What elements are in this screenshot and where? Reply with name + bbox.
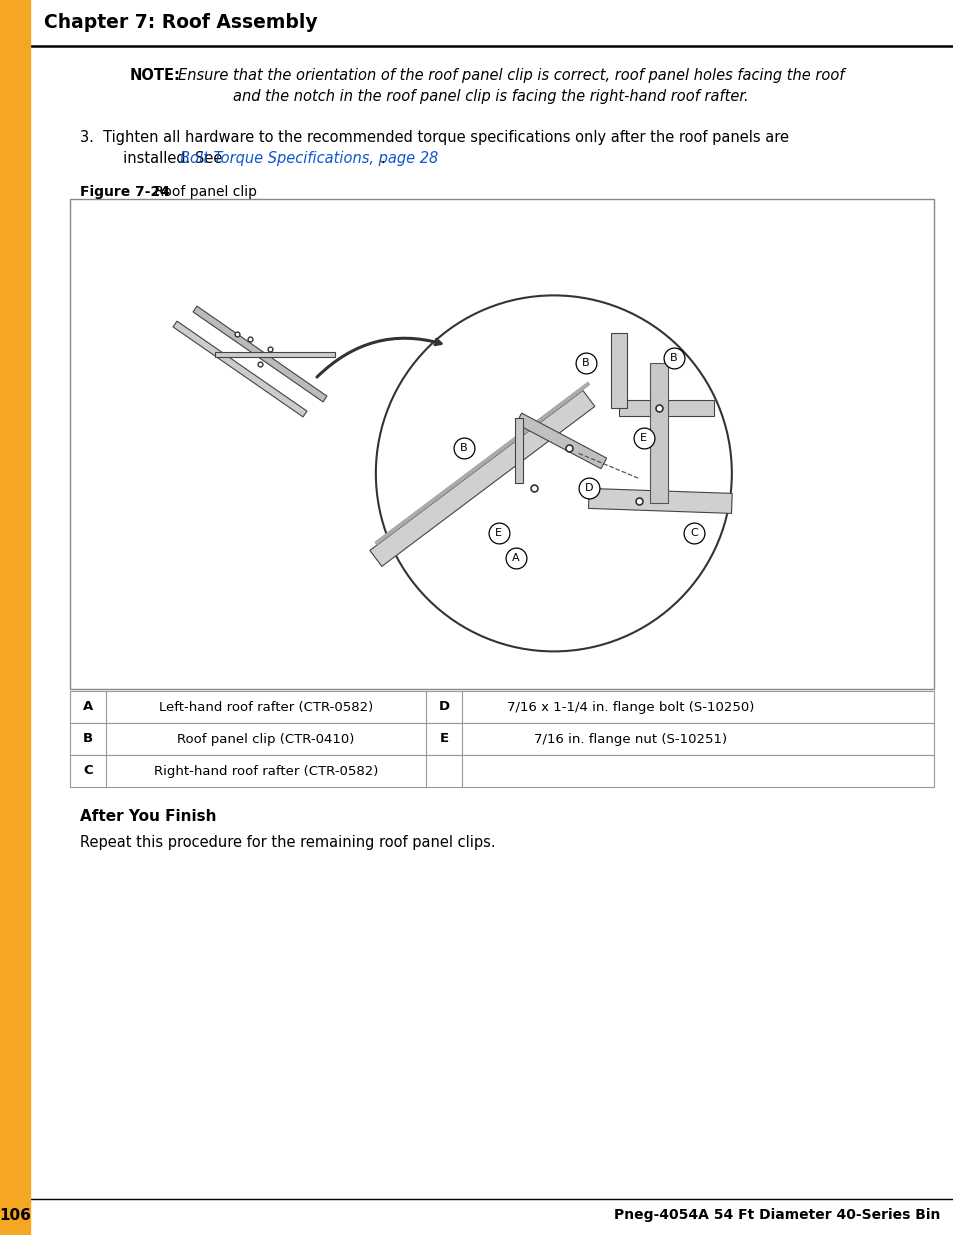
Text: NOTE:: NOTE: bbox=[130, 68, 181, 83]
Text: C: C bbox=[689, 529, 697, 538]
Text: Roof panel clip: Roof panel clip bbox=[150, 185, 256, 199]
Text: installed. See: installed. See bbox=[100, 151, 227, 165]
Text: 7/16 in. flange nut (S-10251): 7/16 in. flange nut (S-10251) bbox=[534, 732, 727, 746]
Bar bbox=[70, 755, 933, 787]
Text: Ensure that the orientation of the roof panel clip is correct, roof panel holes : Ensure that the orientation of the roof … bbox=[178, 68, 843, 83]
Polygon shape bbox=[610, 333, 626, 409]
Text: .: . bbox=[379, 151, 384, 165]
Text: 106: 106 bbox=[0, 1208, 30, 1223]
Text: Figure 7-24: Figure 7-24 bbox=[80, 185, 170, 199]
Text: Bolt Torque Specifications, page 28: Bolt Torque Specifications, page 28 bbox=[180, 151, 437, 165]
Text: A: A bbox=[512, 553, 519, 563]
Text: B: B bbox=[669, 353, 677, 363]
Bar bbox=[30, 0, 953, 46]
Text: Repeat this procedure for the remaining roof panel clips.: Repeat this procedure for the remaining … bbox=[80, 835, 496, 850]
Text: D: D bbox=[584, 483, 593, 494]
Polygon shape bbox=[375, 382, 589, 545]
Text: E: E bbox=[495, 529, 502, 538]
Polygon shape bbox=[588, 488, 731, 514]
Text: C: C bbox=[83, 764, 92, 778]
Polygon shape bbox=[649, 363, 667, 504]
Bar bbox=[70, 722, 933, 755]
Polygon shape bbox=[193, 306, 327, 401]
Text: 7/16 x 1-1/4 in. flange bolt (S-10250): 7/16 x 1-1/4 in. flange bolt (S-10250) bbox=[507, 700, 754, 714]
Text: E: E bbox=[439, 732, 448, 746]
Text: 3.  Tighten all hardware to the recommended torque specifications only after the: 3. Tighten all hardware to the recommend… bbox=[80, 130, 788, 144]
Text: Roof panel clip (CTR-0410): Roof panel clip (CTR-0410) bbox=[177, 732, 355, 746]
Text: B: B bbox=[581, 358, 589, 368]
Text: Right-hand roof rafter (CTR-0582): Right-hand roof rafter (CTR-0582) bbox=[153, 764, 377, 778]
Text: Left-hand roof rafter (CTR-0582): Left-hand roof rafter (CTR-0582) bbox=[159, 700, 373, 714]
Bar bbox=[70, 199, 933, 689]
Text: and the notch in the roof panel clip is facing the right-hand roof rafter.: and the notch in the roof panel clip is … bbox=[233, 89, 748, 104]
Polygon shape bbox=[515, 419, 522, 483]
Text: A: A bbox=[83, 700, 93, 714]
Text: D: D bbox=[438, 700, 449, 714]
Polygon shape bbox=[370, 390, 595, 567]
Text: B: B bbox=[83, 732, 93, 746]
Text: After You Finish: After You Finish bbox=[80, 809, 216, 824]
Text: E: E bbox=[639, 433, 647, 443]
Polygon shape bbox=[618, 400, 713, 416]
Bar bbox=[0, 0, 30, 1235]
Text: B: B bbox=[459, 443, 467, 453]
Polygon shape bbox=[214, 352, 335, 357]
Bar bbox=[70, 692, 933, 722]
Text: Pneg-4054A 54 Ft Diameter 40-Series Bin: Pneg-4054A 54 Ft Diameter 40-Series Bin bbox=[613, 1208, 939, 1221]
Text: Chapter 7: Roof Assembly: Chapter 7: Roof Assembly bbox=[44, 14, 317, 32]
Polygon shape bbox=[172, 321, 307, 417]
Polygon shape bbox=[516, 412, 606, 469]
